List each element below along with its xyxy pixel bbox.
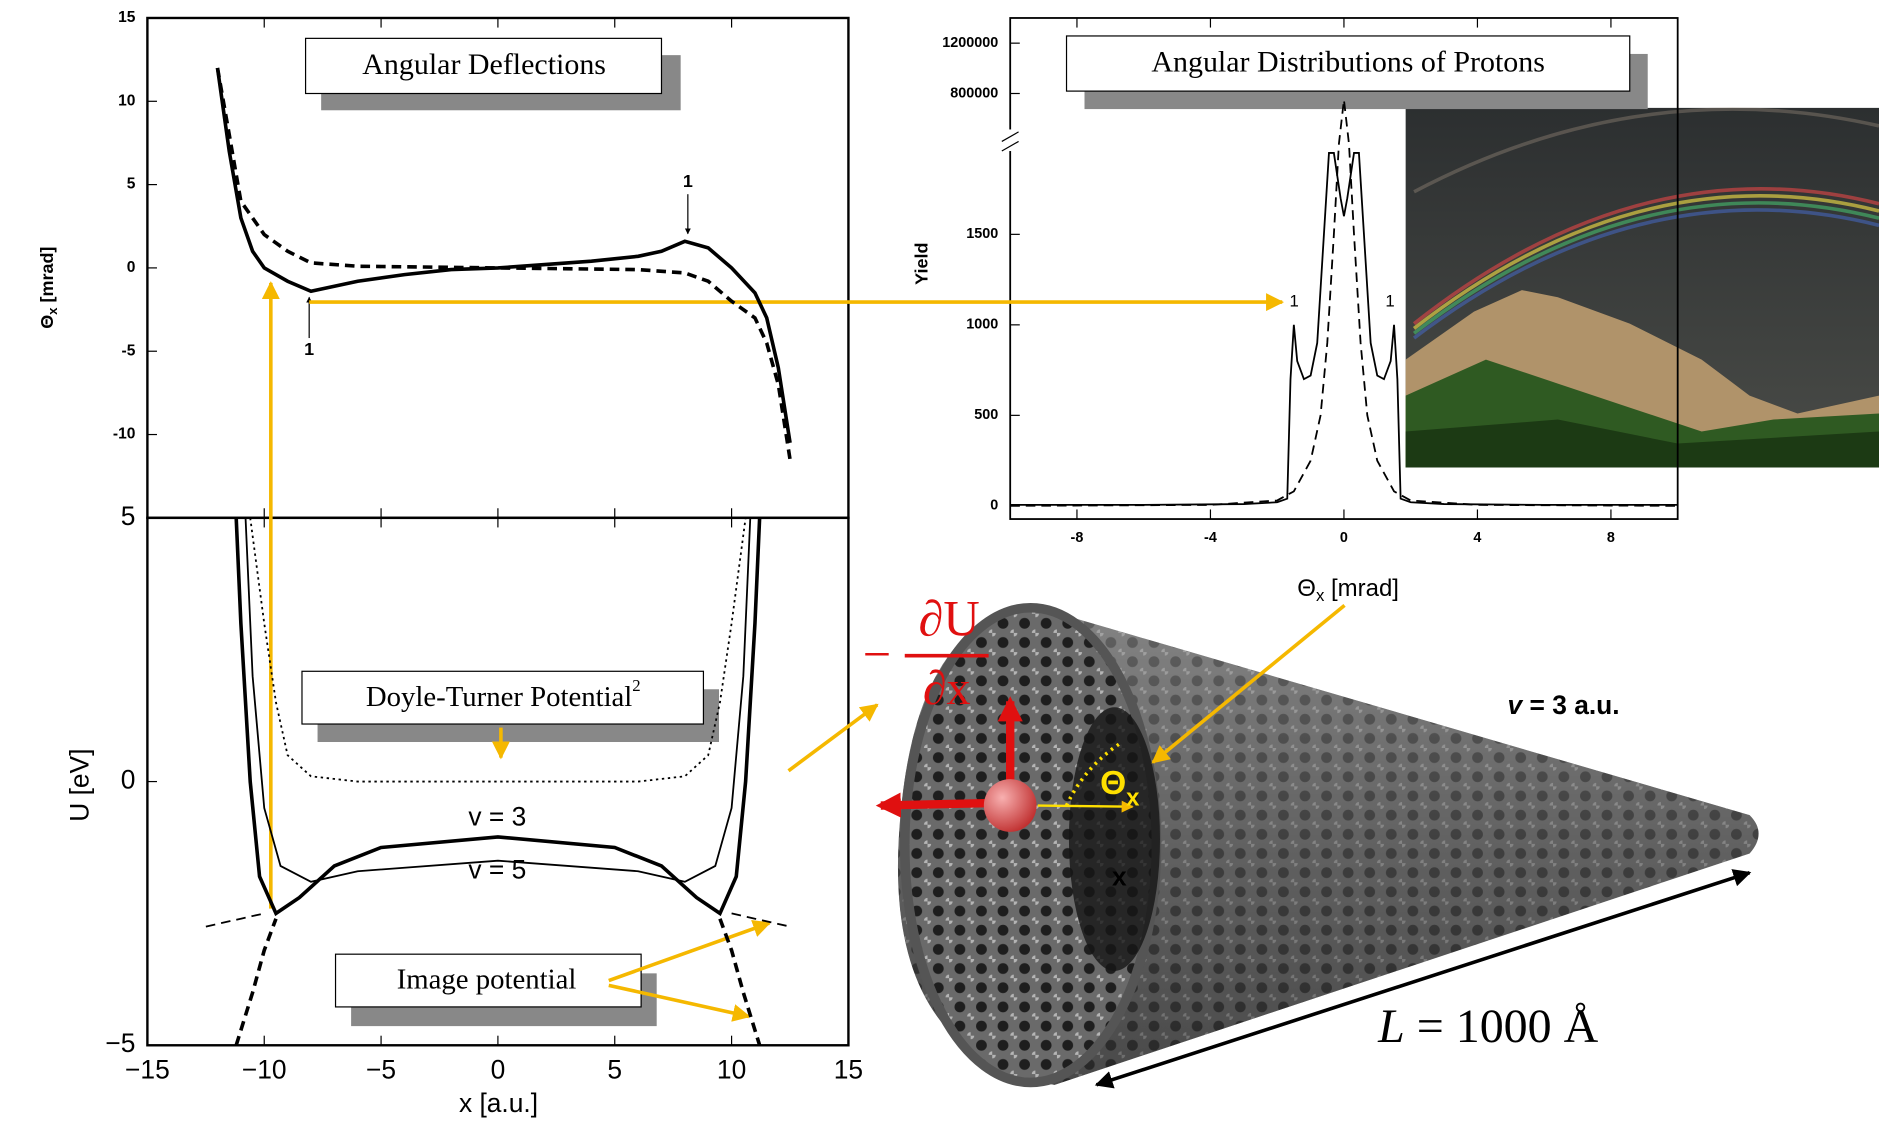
x-axis-title: x [a.u.] xyxy=(459,1088,538,1118)
gradient-num: ∂U xyxy=(918,590,979,646)
y-axis-title: U [eV] xyxy=(64,749,94,822)
annotation: Image potential xyxy=(397,963,577,995)
y-tick-label: 15 xyxy=(118,9,136,26)
y-tick-label: 0 xyxy=(127,259,136,276)
series-line xyxy=(234,918,762,1046)
y-tick-label: 1500 xyxy=(966,226,998,242)
rainbow-photo xyxy=(1405,107,1879,468)
annotation: 1 xyxy=(1385,292,1394,311)
x-tick-label: 0 xyxy=(1340,530,1348,546)
length-label: L = 1000 Å xyxy=(1377,1000,1599,1053)
velocity-arrow xyxy=(1037,800,1134,813)
x-tick-label: 8 xyxy=(1607,530,1615,546)
y-tick-label: −5 xyxy=(105,1028,135,1058)
y-tick-label: 5 xyxy=(127,176,136,193)
label-box xyxy=(301,670,705,725)
y-tick-label: -10 xyxy=(113,426,136,443)
series-line xyxy=(234,517,762,917)
annotation: 1 xyxy=(683,171,693,191)
x-tick-label: −15 xyxy=(125,1055,170,1085)
chart-title: Angular Distributions of Protons xyxy=(1151,46,1544,79)
x-tick-label: 15 xyxy=(834,1055,863,1085)
y-tick-label: 1000 xyxy=(966,317,998,333)
length-arrow xyxy=(1094,869,1752,1089)
y-tick-label: 500 xyxy=(974,407,998,423)
y-axis-title: Yield xyxy=(911,243,931,285)
gradient-minus: − xyxy=(863,626,891,682)
title-box xyxy=(304,37,663,95)
angle-label: Θx xyxy=(1100,765,1140,812)
annotation: 1 xyxy=(304,339,314,359)
title-box xyxy=(1065,35,1631,92)
annotation: 1 xyxy=(1290,292,1299,311)
y-tick-label: 5 xyxy=(121,501,136,531)
guide-arrows xyxy=(261,281,1346,1022)
y-tick-label: 0 xyxy=(121,765,136,795)
x-tick-label: -8 xyxy=(1071,530,1084,546)
annotation: Doyle-Turner Potential2 xyxy=(366,676,641,713)
angle-arc xyxy=(1064,741,1122,807)
proton xyxy=(983,779,1037,832)
force-arrow xyxy=(875,792,986,818)
y-tick-label: -5 xyxy=(122,342,136,359)
axis-break xyxy=(1001,129,1019,152)
series-line xyxy=(244,517,752,883)
series-line xyxy=(249,517,747,783)
series-line xyxy=(215,67,792,444)
chart-title: Angular Deflections xyxy=(362,48,606,81)
x-tick-label: -4 xyxy=(1204,530,1217,546)
x-tick-label: 4 xyxy=(1473,530,1481,546)
nanotube xyxy=(897,602,1759,1088)
series-line xyxy=(215,67,792,460)
y-tick-label: 10 xyxy=(118,92,136,109)
y-tick-label: 1200000 xyxy=(942,35,998,51)
x-tick-label: 10 xyxy=(717,1055,746,1085)
x-axis-title: Θx [mrad] xyxy=(1297,575,1399,605)
series-line xyxy=(205,912,791,928)
y-tick-label: 0 xyxy=(990,498,998,514)
x-tick-label: −10 xyxy=(242,1055,287,1085)
x-tick-label: 5 xyxy=(607,1055,622,1085)
label-box xyxy=(334,953,642,1008)
gradient-den: ∂x xyxy=(923,662,971,715)
annotation: v = 5 xyxy=(468,854,526,884)
y-tick-label: 800000 xyxy=(950,85,998,101)
velocity-label: v = 3 a.u. xyxy=(1508,690,1620,720)
annotation: v = 3 xyxy=(468,802,526,832)
y-axis-title: Θx [mrad] xyxy=(37,247,61,329)
series-line xyxy=(1010,152,1678,506)
coordinate-label: x xyxy=(1112,862,1127,892)
x-tick-label: 0 xyxy=(491,1055,506,1085)
series-line xyxy=(1010,99,1678,507)
x-tick-label: −5 xyxy=(366,1055,396,1085)
